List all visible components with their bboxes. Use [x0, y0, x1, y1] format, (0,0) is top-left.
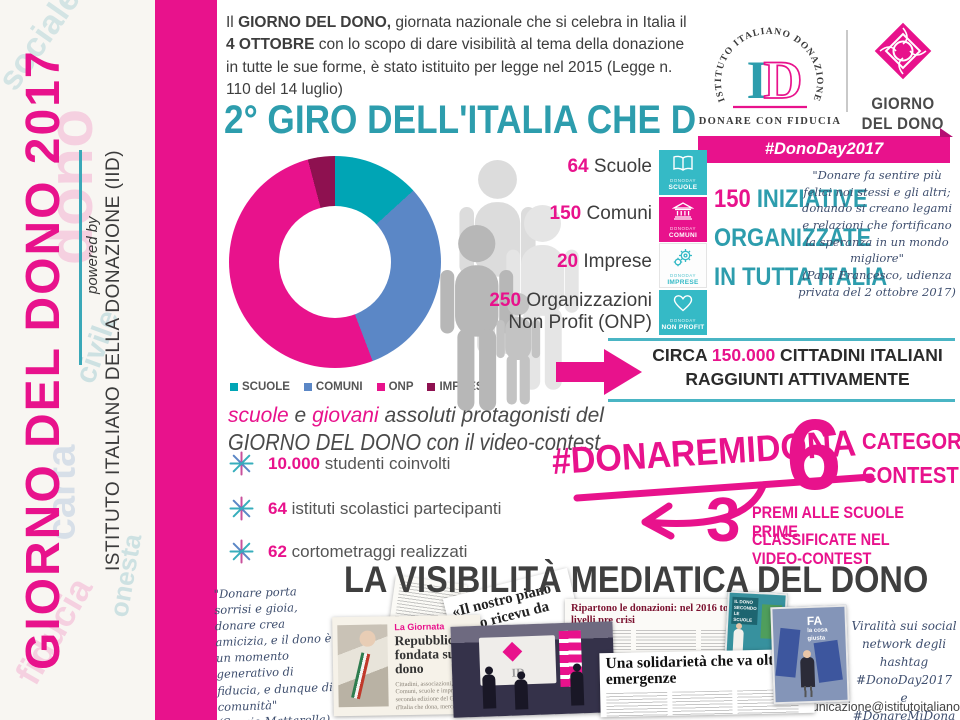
- newspaper-photo: [337, 624, 389, 708]
- legend-swatch: [230, 383, 238, 391]
- arrow-right-icon: [604, 349, 642, 395]
- donoday-imprese-badge: DONODAY IMPRESE: [659, 243, 707, 288]
- iid-logo: ISTITUTO ITALIANO DONAZIONE I D DONARE C…: [699, 27, 841, 127]
- legend-item: ONP: [376, 381, 413, 393]
- prizes-line-1: PREMI ALLE SCUOLE PRIME: [752, 504, 904, 541]
- contest-label-1: CATEGORIE: [862, 428, 960, 454]
- donoday-nonprofit-badge: DONODAY NON PROFIT: [659, 289, 707, 335]
- tv-screenshot-fa-la-cosa-giusta: FA la cosa giusta: [770, 604, 850, 705]
- legend-item: COMUNI: [303, 381, 363, 393]
- contest-number: 6: [786, 399, 842, 511]
- heart-icon: [673, 294, 693, 311]
- legend-item: SCUOLE: [230, 381, 290, 393]
- prizes-line-2: CLASSIFICATE NEL VIDEO-CONTEST: [752, 531, 890, 568]
- watermark-strip: sociale dono civile carta onesta fiducia…: [0, 0, 155, 720]
- divider-line: [608, 338, 955, 341]
- person-silhouette: [514, 679, 529, 710]
- legend-swatch: [427, 383, 436, 391]
- stat-comuni: 150 Comuni: [549, 203, 652, 224]
- contest-label-2: CONTEST: [862, 462, 959, 488]
- bullet-istituti: 64 istituti scolastici partecipanti: [228, 495, 501, 522]
- initiatives-callout: 150 INIZIATIVE ORGANIZZATE IN TUTTA ITAL…: [714, 185, 888, 291]
- media-section-title: LA VISIBILITÀ MEDIATICA DEL DONO: [344, 559, 929, 600]
- tv-studio-photo: ID: [450, 621, 616, 718]
- donoday-comuni-badge: DONODAY COMUNI: [659, 196, 707, 242]
- schools-headline-2: GIORNO DEL DONO con il video-contest: [228, 429, 600, 455]
- intro-text: Il: [226, 14, 239, 31]
- giorno-del-dono-diamond-icon: [874, 22, 932, 80]
- reach-statement: CIRCA 150.000 CITTADINI ITALIANI RAGGIUN…: [652, 345, 943, 389]
- legend-swatch: [303, 383, 312, 391]
- stat-scuole: 64 Scuole: [567, 156, 652, 177]
- sidebar-powered-by: powered by: [84, 216, 101, 294]
- book-icon: [673, 155, 693, 171]
- newspaper-text-lines: [671, 690, 734, 718]
- stool: [802, 685, 815, 698]
- pink-accent-bar: [155, 0, 217, 720]
- virality-note: Viralità sui social network degli hashta…: [851, 619, 957, 720]
- donoday-icon-strip: DONODAY SCUOLE DONODAY COMUNI DONODAY IM…: [659, 150, 707, 336]
- stat-imprese: 20 Imprese: [556, 251, 652, 272]
- logo-block: ISTITUTO ITALIANO DONAZIONE I D DONARE C…: [695, 6, 955, 136]
- person-silhouette: [570, 671, 585, 706]
- tv-guest: [800, 656, 816, 688]
- newspaper-text-lines: [606, 691, 668, 718]
- tv-caption: FA la cosa giusta: [806, 613, 828, 642]
- ribbon-fold: [940, 128, 953, 137]
- tricolor-sash: [351, 652, 371, 700]
- star-bullet-icon: [229, 539, 254, 564]
- bullet-studenti: 10.000 studenti coinvolti: [228, 450, 450, 477]
- bullet-cortometraggi: 62 cortometraggi realizzati: [228, 538, 467, 565]
- star-bullet-icon: [229, 451, 254, 476]
- donoday-ribbon: #DonoDay2017: [698, 128, 953, 163]
- intro-text: con lo scopo di dare visibilità al tema …: [226, 36, 685, 99]
- prizes-number: 3: [706, 486, 741, 555]
- sidebar-title: GIORNO DEL DONO 2017: [17, 49, 70, 671]
- intro-text: giornata nazionale che si celebra in Ita…: [391, 14, 687, 31]
- legend-swatch: [376, 383, 385, 391]
- iid-tagline: DONARE CON FIDUCIA: [699, 116, 841, 127]
- iid-monogram-i: I: [746, 50, 767, 110]
- divider-line: [608, 399, 955, 402]
- quote-papa-francesco: "Donare fa sentire più felici noi stessi…: [798, 168, 956, 299]
- intro-paragraph: Il GIORNO DEL DONO, giornata nazionale c…: [226, 12, 696, 102]
- tv-caption: IL DONO SECONDO LE SCUOLE: [731, 596, 759, 626]
- hashtag-underline-arrow-icon: [573, 473, 875, 540]
- logo-divider: [846, 30, 848, 112]
- sidebar-divider-line: [79, 150, 82, 365]
- arrow-right-icon: [556, 362, 606, 382]
- donoday-scuole-badge: DONODAY SCUOLE: [659, 150, 707, 195]
- bank-icon: [671, 201, 695, 220]
- gears-icon: [673, 249, 692, 267]
- donut-chart: [229, 156, 441, 368]
- star-bullet-icon: [229, 496, 254, 521]
- giorno-del-dono-logo-text: GIORNO DEL DONO: [861, 94, 945, 133]
- quote-mattarella: "Donare porta sorrisi e gioia, donare cr…: [213, 584, 333, 720]
- donut-chart-hole: [279, 206, 391, 318]
- stat-onp: 250 Organizzazioni Non Profit (ONP): [489, 290, 652, 333]
- iid-monogram-d: D: [764, 50, 803, 110]
- schools-headline: scuole e giovani assoluti protagonisti d…: [228, 404, 604, 427]
- intro-bold: GIORNO DEL DONO,: [238, 14, 392, 31]
- intro-bold: 4 OTTOBRE: [226, 36, 315, 54]
- person-silhouette: [482, 674, 497, 709]
- page-title: 2° GIRO DELL'ITALIA CHE DONA: [224, 98, 775, 142]
- sidebar-organization: ISTITUTO ITALIANO DELLA DONAZIONE (IID): [103, 149, 124, 571]
